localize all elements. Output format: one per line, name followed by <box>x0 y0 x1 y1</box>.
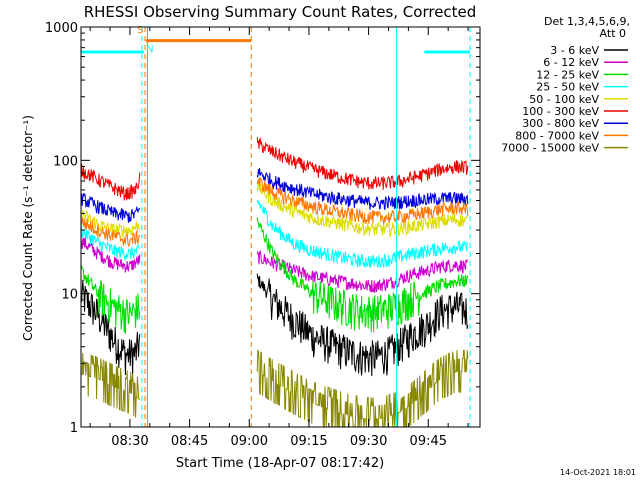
series-12-25-kev-segment-1 <box>256 217 469 333</box>
series-300-800-kev-segment-1 <box>256 167 469 211</box>
series-800-7000-kev-segment-1 <box>256 176 469 225</box>
series-3-6-kev-segment-0 <box>80 279 141 376</box>
series-300-800-kev-segment-0 <box>80 192 141 223</box>
x-axis-label: Start Time (18-Apr-07 08:17:42) <box>176 456 384 471</box>
series-100-300-kev-segment-1 <box>256 136 469 190</box>
y-tick-label-1: 1 <box>70 421 78 436</box>
annotation-s: S <box>137 25 143 36</box>
chart-title: RHESSI Observing Summary Count Rates, Co… <box>84 3 477 21</box>
series-800-7000-kev-segment-0 <box>80 217 141 247</box>
series-6-12-kev-segment-0 <box>80 236 141 273</box>
y-tick-label-1000: 1000 <box>45 21 78 36</box>
series-25-50-kev-segment-1 <box>256 199 469 269</box>
series-100-300-kev-segment-0 <box>80 163 141 201</box>
footer-timestamp: 14-Oct-2021 18:01 <box>560 468 636 477</box>
x-tick-label-0845: 08:45 <box>171 434 208 449</box>
legend-label-7000-15000-kev: 7000 - 15000 keV <box>501 142 599 155</box>
legend-label-3-6-kev: 3 - 6 keV <box>550 44 599 57</box>
x-tick-label-0945: 09:45 <box>410 434 447 449</box>
annotation-n: N <box>146 44 153 55</box>
legend-label-100-300-kev: 100 - 300 keV <box>522 105 599 118</box>
series-3-6-kev-segment-1 <box>256 273 469 377</box>
legend-header-detectors: Det 1,3,4,5,6,9, <box>544 15 630 28</box>
x-tick-label-0930: 09:30 <box>350 434 387 449</box>
series-7000-15000-kev-segment-1 <box>256 349 469 428</box>
series-12-25-kev-segment-0 <box>80 265 141 335</box>
plot-frame <box>80 26 481 428</box>
series-6-12-kev-segment-1 <box>256 249 469 293</box>
legend-label-800-7000-kev: 800 - 7000 keV <box>515 129 599 142</box>
legend-label-12-25-kev: 12 - 25 keV <box>536 68 599 81</box>
series-50-100-kev-segment-1 <box>256 180 469 238</box>
x-tick-label-0915: 09:15 <box>290 434 327 449</box>
y-tick-label-10: 10 <box>61 288 78 303</box>
legend-label-6-12-kev: 6 - 12 keV <box>543 56 599 69</box>
series-7000-15000-kev-segment-0 <box>80 352 141 418</box>
legend-header-attenuator: Att 0 <box>600 27 626 40</box>
legend-label-300-800-kev: 300 - 800 keV <box>522 117 599 130</box>
x-tick-label-0900: 09:00 <box>231 434 268 449</box>
legend-label-25-50-kev: 25 - 50 keV <box>536 81 599 94</box>
x-tick-label-0830: 08:30 <box>111 434 148 449</box>
y-tick-label-100: 100 <box>53 154 78 169</box>
y-axis-label: Corrected Count Rate (s⁻¹ detector⁻¹) <box>21 115 35 341</box>
legend-label-50-100-kev: 50 - 100 keV <box>529 93 599 106</box>
plot-area: SN 08:30 08:45 09:00 09:15 09:30 09:45 1 10 100 10… <box>45 21 481 449</box>
series-25-50-kev-segment-0 <box>80 226 141 260</box>
